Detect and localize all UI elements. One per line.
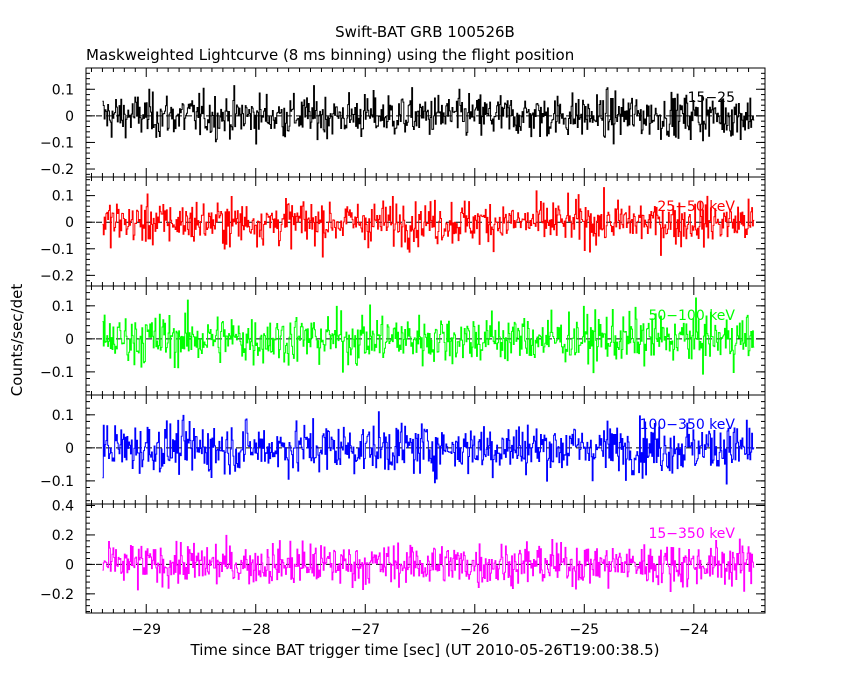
series-line — [102, 534, 755, 593]
y-tick-label: 0 — [65, 332, 74, 348]
y-tick-label: 0.1 — [52, 299, 74, 315]
y-tick-label: 0 — [65, 557, 74, 573]
y-tick-label: −0.2 — [40, 587, 74, 603]
series-line — [102, 297, 755, 375]
y-tick-label: 0 — [65, 441, 74, 457]
series-label: 15−350 keV — [648, 526, 735, 542]
y-tick-label: −0.2 — [40, 268, 74, 284]
series-label: 25−50 keV — [657, 199, 735, 215]
chart-subtitle: Maskweighted Lightcurve (8 ms binning) u… — [86, 46, 574, 64]
panel-2: 0.1 0 −0.1 −0.2 25−50 keV — [40, 176, 766, 287]
y-tick-label: 0.2 — [52, 528, 74, 544]
y-axis-label: Counts/sec/det — [8, 284, 26, 397]
series-line — [102, 411, 755, 485]
series-line — [102, 187, 755, 258]
x-tick-label: −24 — [679, 622, 709, 638]
y-tick-label: 0.1 — [52, 82, 74, 98]
x-tick-label: −29 — [131, 622, 161, 638]
panel-4: 0.1 0 −0.1 100−350 keV — [40, 394, 766, 505]
x-tick-label: −27 — [350, 622, 380, 638]
x-axis-label: Time since BAT trigger time [sec] (UT 20… — [190, 641, 660, 659]
y-tick-label: −0.1 — [40, 474, 74, 490]
y-tick-label: −0.1 — [40, 135, 74, 151]
panel-1: 0.1 0 −0.1 −0.2 15−25 — [40, 67, 766, 178]
y-tick-label: −0.2 — [40, 162, 74, 178]
y-tick-label: 0.1 — [52, 189, 74, 205]
x-axis: −29 −28 −27 −26 −25 −24 — [131, 622, 708, 638]
series-label: 100−350 keV — [640, 417, 736, 433]
y-tick-label: 0.4 — [52, 498, 74, 514]
y-tick-label: −0.1 — [40, 365, 74, 381]
y-tick-label: 0.1 — [52, 408, 74, 424]
y-tick-label: 0 — [65, 109, 74, 125]
y-tick-label: 0 — [65, 215, 74, 231]
panel-5: 0.4 0.2 0 −0.2 15−350 keV — [40, 498, 766, 614]
x-tick-label: −26 — [460, 622, 490, 638]
panels-group: 0.10−0.1−0.215−250.10−0.1−0.225−50 keV0.… — [40, 67, 766, 614]
series-label: 15−25 — [688, 90, 735, 106]
x-tick-label: −28 — [241, 622, 271, 638]
chart-title: Swift-BAT GRB 100526B — [335, 23, 515, 41]
y-tick-label: −0.1 — [40, 242, 74, 258]
series-line — [102, 85, 755, 145]
panel-3: 0.1 0 −0.1 50−100 keV — [40, 285, 766, 396]
x-tick-label: −25 — [570, 622, 600, 638]
series-label: 50−100 keV — [648, 308, 735, 324]
